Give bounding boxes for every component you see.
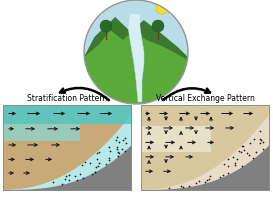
Circle shape: [152, 20, 164, 32]
Circle shape: [84, 0, 188, 104]
Polygon shape: [3, 105, 131, 124]
Bar: [3, 105, 131, 190]
Polygon shape: [3, 115, 131, 190]
Circle shape: [100, 20, 112, 32]
Polygon shape: [141, 126, 211, 152]
Polygon shape: [3, 105, 131, 190]
Bar: [141, 105, 269, 190]
Polygon shape: [141, 105, 269, 190]
Bar: [3, 105, 131, 190]
Polygon shape: [141, 146, 269, 190]
Polygon shape: [3, 146, 131, 190]
Polygon shape: [3, 124, 80, 141]
Text: Stratification Pattern: Stratification Pattern: [27, 94, 107, 103]
Text: Vertical Exchange Pattern: Vertical Exchange Pattern: [156, 94, 254, 103]
Polygon shape: [84, 30, 188, 104]
Circle shape: [156, 2, 168, 14]
Polygon shape: [84, 17, 188, 104]
Bar: [141, 105, 269, 190]
Polygon shape: [141, 115, 269, 190]
Polygon shape: [128, 14, 144, 102]
